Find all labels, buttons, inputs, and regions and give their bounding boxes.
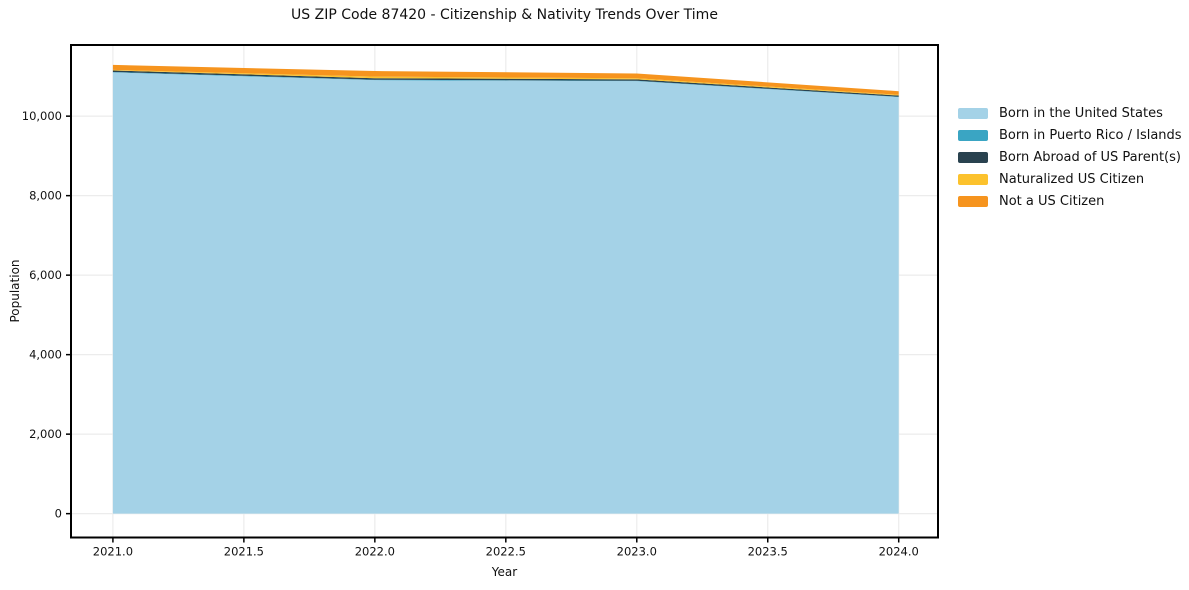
plot-frame	[70, 44, 939, 539]
y-tick-label: 0	[55, 507, 62, 521]
legend-swatch-icon	[958, 129, 988, 141]
x-tick-label: 2022.0	[355, 545, 395, 559]
area-series-3	[112, 69, 899, 96]
x-tick-label: 2023.5	[748, 545, 788, 559]
legend-item: Naturalized US Citizen	[958, 168, 1182, 190]
legend-label: Naturalized US Citizen	[999, 171, 1145, 187]
x-tick-label: 2021.0	[93, 545, 133, 559]
legend-swatch-icon	[958, 195, 988, 207]
legend-swatch-icon	[958, 173, 988, 185]
x-axis-label: Year	[491, 565, 518, 579]
legend-item: Born in Puerto Rico / Islands	[958, 124, 1182, 146]
legend: Born in the United States Born in Puerto…	[958, 102, 1182, 212]
y-tick-label: 10,000	[22, 109, 62, 123]
legend-label: Not a US Citizen	[999, 193, 1105, 209]
area-series-2	[112, 70, 899, 97]
area-series-0	[112, 72, 899, 514]
x-tick-label: 2022.5	[486, 545, 526, 559]
y-axis-label: Population	[8, 259, 22, 323]
legend-swatch-icon	[958, 151, 988, 163]
area-series-1	[112, 71, 899, 98]
area-series-4	[112, 64, 899, 95]
legend-item: Born in the United States	[958, 102, 1182, 124]
legend-item: Born Abroad of US Parent(s)	[958, 146, 1182, 168]
x-tick-label: 2023.0	[617, 545, 657, 559]
legend-label: Born Abroad of US Parent(s)	[999, 149, 1181, 165]
x-tick-label: 2024.0	[879, 545, 919, 559]
legend-label: Born in the United States	[999, 105, 1163, 121]
legend-label: Born in Puerto Rico / Islands	[999, 127, 1182, 143]
legend-item: Not a US Citizen	[958, 190, 1182, 212]
y-tick-label: 2,000	[29, 427, 62, 441]
legend-swatch-icon	[958, 107, 988, 119]
x-tick-label: 2021.5	[224, 545, 264, 559]
y-tick-label: 8,000	[29, 189, 62, 203]
chart-title: US ZIP Code 87420 - Citizenship & Nativi…	[291, 7, 718, 23]
y-tick-label: 6,000	[29, 268, 62, 282]
y-tick-label: 4,000	[29, 348, 62, 362]
